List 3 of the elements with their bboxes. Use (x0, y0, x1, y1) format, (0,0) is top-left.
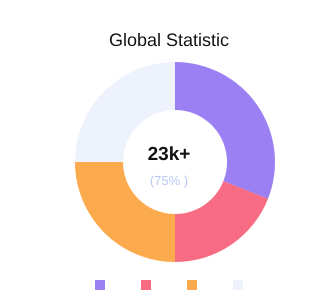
text: 23k+ (146, 144, 192, 166)
text: (75% ) (148, 173, 190, 188)
chart-title: Global Statistic (108, 30, 230, 51)
